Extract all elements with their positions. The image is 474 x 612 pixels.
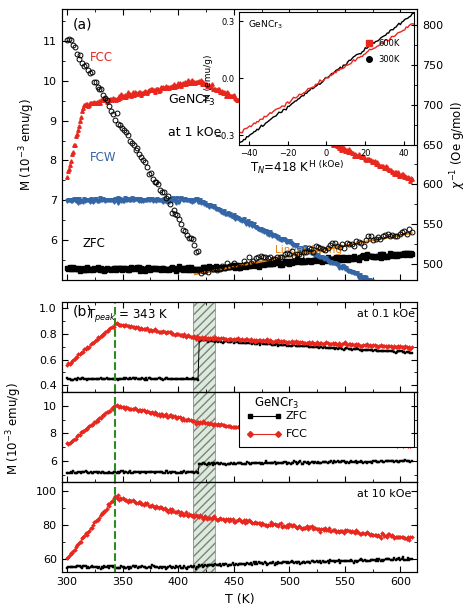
Bar — [193, 0, 215, 612]
Text: T$_{peak}$ = 343 K: T$_{peak}$ = 343 K — [86, 307, 168, 324]
Text: GeNCr$_3$: GeNCr$_3$ — [168, 93, 216, 108]
Text: FCC: FCC — [90, 51, 113, 64]
Text: GeNCr$_3$: GeNCr$_3$ — [254, 397, 299, 411]
Text: at 1 kOe: at 1 kOe — [168, 127, 222, 140]
Text: (a): (a) — [72, 17, 92, 31]
Text: ZFC: ZFC — [285, 411, 307, 421]
Text: Linear fitting: Linear fitting — [275, 245, 342, 255]
Text: T$_N$=418 K: T$_N$=418 K — [250, 160, 310, 176]
Text: M (10$^{-3}$ emu/g): M (10$^{-3}$ emu/g) — [4, 382, 24, 475]
Y-axis label: $\chi^{-1}$ (Oe g/mol): $\chi^{-1}$ (Oe g/mol) — [449, 100, 468, 188]
X-axis label: T (K): T (K) — [225, 592, 254, 606]
Bar — [193, 0, 215, 612]
Text: at 1 kOe: at 1 kOe — [356, 399, 404, 409]
Text: ZFC: ZFC — [83, 237, 106, 250]
Bar — [193, 0, 215, 612]
Y-axis label: M (10$^{-3}$ emu/g): M (10$^{-3}$ emu/g) — [18, 98, 37, 191]
FancyBboxPatch shape — [239, 391, 413, 447]
Text: FCW: FCW — [90, 151, 117, 164]
Bar — [193, 0, 215, 612]
Text: (b): (b) — [72, 304, 92, 318]
Bar — [193, 0, 215, 612]
Text: at 10 kOe: at 10 kOe — [356, 489, 411, 499]
Text: at 0.1 kOe: at 0.1 kOe — [356, 308, 415, 319]
Text: FCC: FCC — [285, 429, 308, 439]
Bar — [193, 0, 215, 612]
